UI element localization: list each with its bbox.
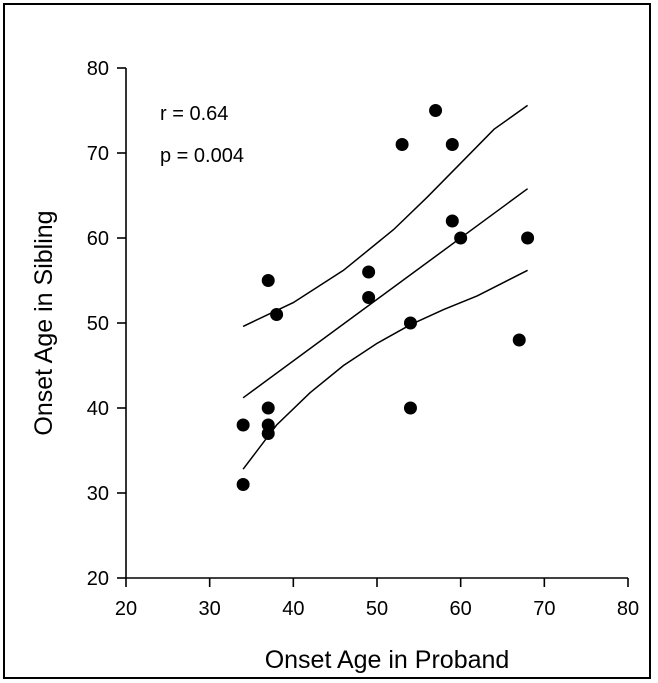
x-tick-label: 50 bbox=[366, 598, 388, 620]
data-point bbox=[445, 214, 459, 228]
axes: 20 30 40 50 60 70 80 20 30 40 50 60 70 80 bbox=[87, 58, 639, 620]
y-tick-label: 30 bbox=[87, 483, 109, 505]
x-tick-label: 20 bbox=[115, 598, 137, 620]
lower-confidence-band bbox=[242, 269, 528, 470]
y-tick-label: 50 bbox=[87, 313, 109, 335]
y-tick-label: 60 bbox=[87, 228, 109, 250]
y-tick-label: 70 bbox=[87, 143, 109, 165]
annotation-r: r = 0.64 bbox=[160, 103, 228, 125]
x-tick-label: 70 bbox=[533, 598, 555, 620]
data-point bbox=[429, 104, 443, 117]
data-point bbox=[395, 138, 409, 151]
x-tick-label: 60 bbox=[450, 598, 472, 620]
data-point bbox=[445, 138, 459, 151]
y-tick-label: 20 bbox=[87, 568, 109, 590]
data-point bbox=[512, 333, 526, 347]
data-point bbox=[521, 231, 535, 245]
x-tick-label: 80 bbox=[617, 598, 639, 620]
data-point bbox=[261, 427, 275, 440]
data-point bbox=[261, 401, 275, 415]
chart-frame bbox=[3, 3, 651, 679]
data-points bbox=[236, 104, 535, 491]
data-point bbox=[454, 231, 468, 245]
data-point bbox=[362, 291, 376, 304]
data-point bbox=[236, 418, 250, 432]
data-point bbox=[261, 274, 275, 287]
x-tick-label: 30 bbox=[199, 598, 221, 620]
data-point bbox=[403, 316, 417, 330]
fit-curves bbox=[242, 104, 529, 470]
chart-text: r = 0.64 p = 0.004 Onset Age in Proband … bbox=[30, 103, 509, 674]
y-tick-label: 80 bbox=[87, 58, 109, 80]
upper-confidence-band bbox=[242, 104, 529, 328]
x-tick-label: 40 bbox=[282, 598, 304, 620]
regression-line bbox=[242, 188, 529, 399]
annotation-p: p = 0.004 bbox=[160, 145, 244, 167]
data-point bbox=[362, 265, 376, 279]
data-point bbox=[236, 478, 250, 491]
y-tick-label: 40 bbox=[87, 398, 109, 420]
data-point bbox=[270, 308, 284, 321]
y-axis-title: Onset Age in Sibling bbox=[30, 210, 58, 435]
x-axis-title: Onset Age in Proband bbox=[265, 646, 510, 674]
data-point bbox=[403, 401, 417, 415]
